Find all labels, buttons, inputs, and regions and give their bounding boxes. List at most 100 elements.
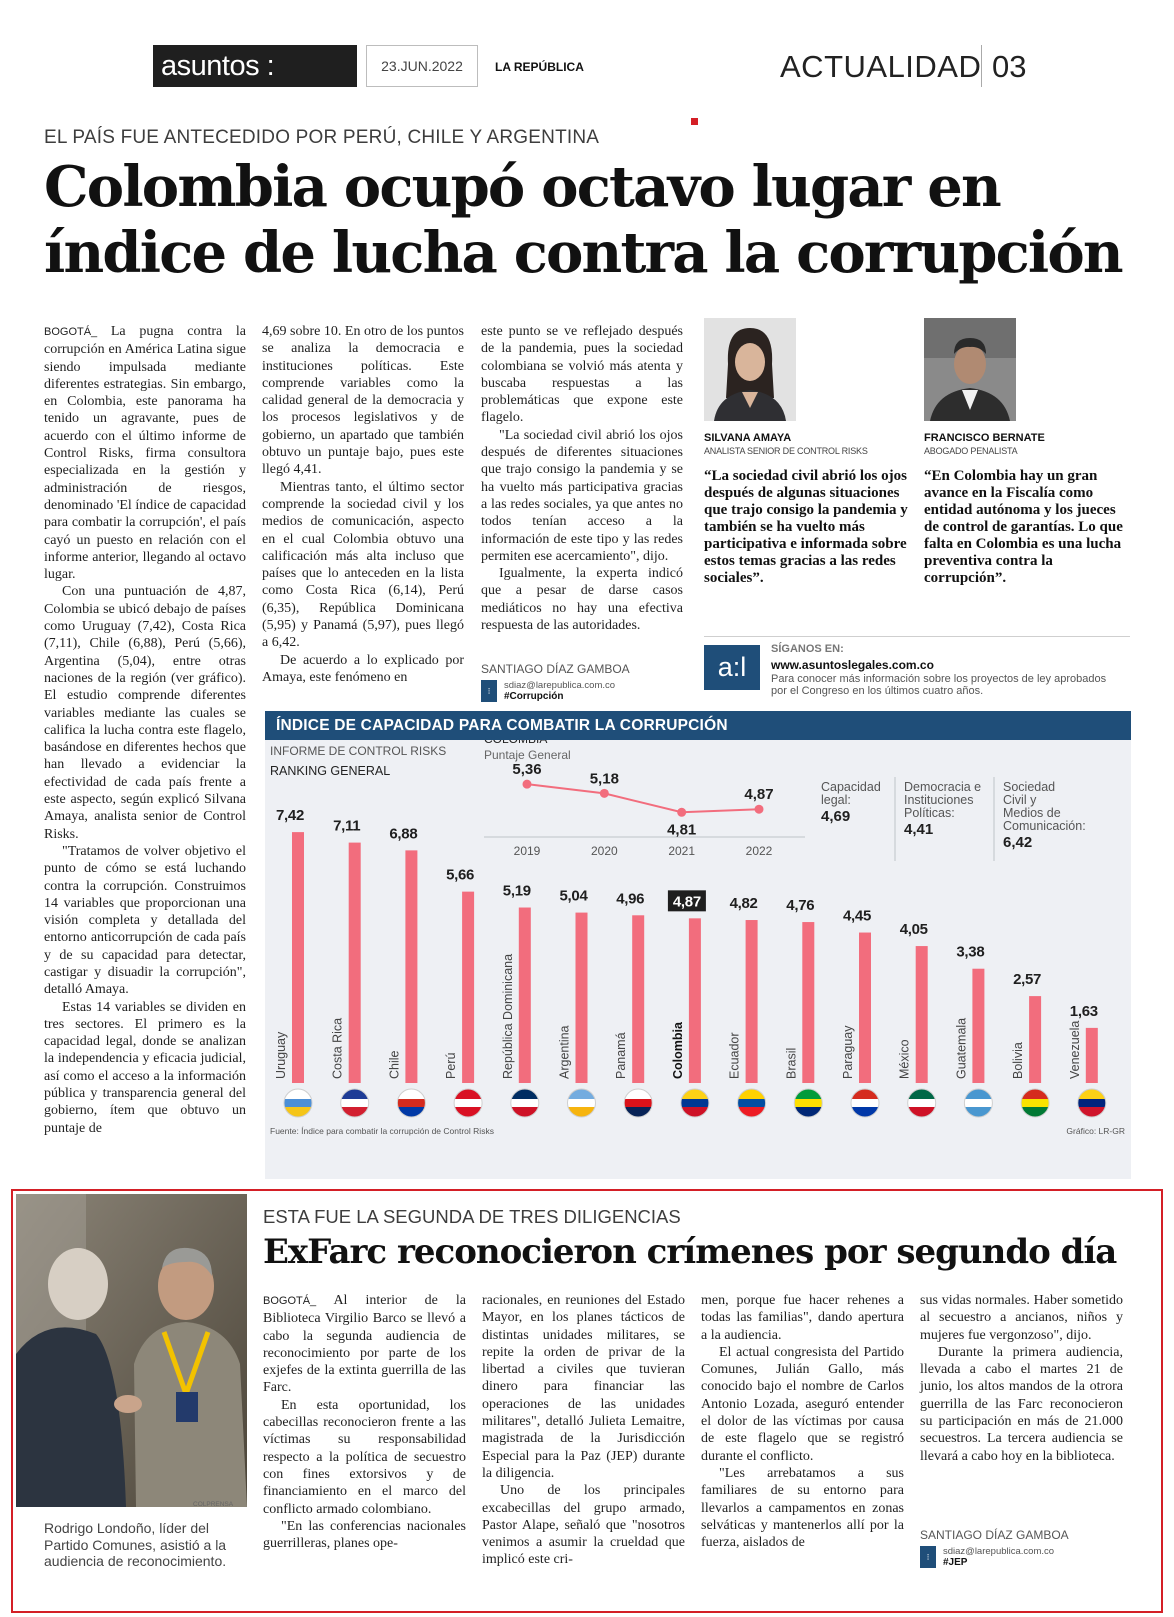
photo-credit: COLPRENSA [193, 1501, 234, 1508]
woman-portrait-icon [704, 318, 796, 421]
flag-icon [510, 1088, 540, 1118]
paragraph: Igualmente, la experta indicó que a pesa… [481, 566, 683, 634]
bar-value-label: 4,76 [786, 897, 814, 914]
sector-label: Instituciones [904, 793, 973, 807]
inset-point-2020 [599, 788, 609, 798]
byline: SANTIAGO DÍAZ GAMBOA ⁝ sdiaz@larepublica… [920, 1528, 1069, 1568]
category-label: Uruguay [274, 1031, 288, 1079]
paragraph: Uno de los principales excabecillas del … [482, 1483, 685, 1568]
flag-icon [623, 1088, 653, 1118]
article-headline: ExFarc reconocieron crímenes por segundo… [263, 1232, 1117, 1272]
category-label: Brasil [784, 1048, 798, 1079]
person-role: ABOGADO PENALISTA [924, 446, 1018, 456]
bar-value-label: 5,04 [560, 888, 589, 905]
bar-12 [972, 968, 985, 1083]
byline-author: SANTIAGO DÍAZ GAMBOA [920, 1528, 1069, 1542]
website-link[interactable]: www.asuntoslegales.com.co [771, 658, 934, 672]
inset-value-label: 5,18 [590, 770, 619, 787]
man-portrait-icon [924, 318, 1016, 421]
bar-value-label: 5,66 [446, 867, 474, 884]
paragraph: El actual congresista del Partido Comune… [701, 1344, 904, 1464]
follow-us-box [704, 636, 1130, 698]
category-label: Bolivia [1011, 1042, 1025, 1079]
byline-hashtag[interactable]: #JEP [943, 1557, 968, 1568]
chart-canvas: INFORME DE CONTROL RISKS RANKING GENERAL 7… [270, 732, 1125, 1136]
bar-value-label: 4,45 [843, 908, 871, 925]
category-label: Venezuela [1068, 1021, 1082, 1079]
flag-icon [963, 1088, 993, 1118]
bar-11 [915, 946, 928, 1083]
sector-label: Medios de [1003, 806, 1061, 820]
section-name: ACTUALIDAD [780, 49, 982, 84]
category-label: Guatemala [954, 1018, 968, 1079]
bar-value-label: 1,63 [1070, 1003, 1098, 1020]
category-label: Paraguay [841, 1025, 855, 1079]
chart-subtitle: INFORME DE CONTROL RISKS [270, 744, 446, 758]
byline-hashtag[interactable]: #Corrupción [504, 691, 564, 702]
flag-icon [396, 1088, 426, 1118]
article-column-3: men, porque fue hacer rehenes a todas la… [701, 1292, 904, 1551]
pull-quote: “La sociedad civil abrió los ojos despué… [704, 468, 908, 586]
bar-value-label: 4,05 [900, 921, 928, 938]
flag-icon [340, 1088, 370, 1118]
byline-email[interactable]: sdiaz@larepublica.com.co [504, 680, 616, 691]
paragraph: Estas 14 variables se dividen en tres se… [44, 999, 246, 1136]
bar-value-label: 5,19 [503, 883, 531, 900]
byline-email[interactable]: sdiaz@larepublica.com.co [943, 1546, 1055, 1557]
sector-label: legal: [821, 793, 851, 807]
bar-1 [348, 842, 361, 1083]
red-square-marker [691, 118, 698, 125]
publisher-icon: ⁝ [920, 1546, 936, 1568]
article-column-1: BOGOTÁ_ La pugna contra la corrupción en… [44, 323, 246, 1137]
portrait-silvana-amaya [704, 318, 796, 421]
bar-value-label: 6,88 [389, 825, 417, 842]
bar-value-label: 2,57 [1013, 971, 1041, 988]
bar-value-label: 4,87 [673, 893, 701, 910]
paragraph: Durante la primera audiencia, llevada a … [920, 1344, 1123, 1464]
bar-value-label: 4,82 [730, 895, 758, 912]
ranking-label: RANKING GENERAL [270, 764, 390, 778]
asuntos-legales-logo-icon: a:l [704, 645, 760, 690]
inset-x-tick: 2021 [668, 844, 695, 858]
bar-13 [1029, 996, 1042, 1083]
brand-logo: asuntos : legales [153, 45, 357, 124]
paragraph: Mientras tanto, el último sector compren… [262, 479, 464, 651]
inset-point-2019 [522, 779, 532, 789]
inset-series-line [526, 783, 760, 814]
inset-value-label: 5,36 [512, 761, 541, 778]
category-label: Costa Rica [331, 1018, 345, 1079]
flag-icon [793, 1088, 823, 1118]
section-divider [981, 45, 982, 87]
article-column-4: sus vidas normales. Haber sometido al se… [920, 1292, 1123, 1465]
corruption-index-chart: INFORME DE CONTROL RISKS RANKING GENERAL 7… [265, 711, 1131, 1179]
inset-point-2021 [677, 807, 687, 817]
sector-label: Políticas: [904, 806, 955, 820]
bar-value-label: 7,42 [276, 807, 304, 824]
bar-10 [859, 932, 871, 1083]
article-column-3: este punto se ve reflejado después de la… [481, 323, 683, 634]
paragraph: "En las conferencias nacionales guerrill… [263, 1518, 466, 1552]
category-label: México [898, 1039, 912, 1079]
sector-label: Comunicación: [1003, 819, 1086, 833]
person-name: SILVANA AMAYA [704, 432, 792, 444]
article-kicker: ESTA FUE LA SEGUNDA DE TRES DILIGENCIAS [263, 1206, 681, 1227]
news-photo [16, 1194, 247, 1507]
article-column-1: BOGOTÁ_ Al interior de la Biblioteca Vir… [263, 1292, 466, 1552]
publisher-icon: ⁝ [481, 680, 497, 702]
person-name: FRANCISCO BERNATE [924, 432, 1045, 444]
portrait-francisco-bernate [924, 318, 1016, 421]
paragraph: En esta oportunidad, los cabecillas reco… [263, 1397, 466, 1517]
flag-icon [283, 1088, 313, 1118]
paragraph: "La sociedad civil abrió los ojos despué… [481, 427, 683, 564]
page-number: 03 [992, 49, 1027, 84]
flag-icon [1077, 1088, 1107, 1118]
bar-9 [802, 922, 815, 1083]
paragraph: La pugna contra la corrupción en América… [44, 324, 246, 583]
chart-title: ÍNDICE DE CAPACIDAD PARA COMBATIR LA COR… [265, 711, 1131, 740]
paragraph: 4,69 sobre 10. En otro de los puntos se … [262, 324, 464, 478]
dateline: BOGOTÁ_ [44, 326, 98, 338]
bar-8 [745, 920, 758, 1083]
paragraph: este punto se ve reflejado después de la… [481, 324, 683, 426]
bar-14 [1085, 1027, 1098, 1083]
flag-icon [453, 1088, 483, 1118]
